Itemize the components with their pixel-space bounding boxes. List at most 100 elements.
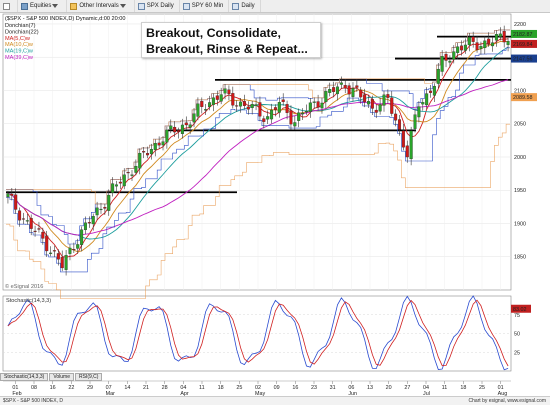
candle-body (498, 33, 502, 37)
price-tag (511, 54, 537, 63)
candle-body (491, 42, 495, 47)
candle-body (460, 45, 464, 51)
chart-title: ($SPX - S&P 500 INDEX,D) Dynamic,d:00 20… (5, 16, 126, 22)
candle-body (444, 53, 448, 61)
candle-body (200, 101, 204, 107)
x-month-label: Jul (423, 391, 430, 397)
candle-body (328, 89, 332, 93)
candle-body (72, 248, 76, 251)
candle-body (223, 88, 227, 94)
tab-stochastic[interactable]: Stochastic(14,3,3) (0, 373, 49, 381)
candle-body (502, 31, 506, 43)
calendar-icon (232, 2, 240, 10)
stochastic-title: Stochastic(14,3,3) (6, 298, 51, 304)
candle-body (107, 194, 111, 211)
x-day-tick-label: 16 (292, 385, 298, 391)
legend-entry: MA(10,C)w (5, 42, 34, 48)
candle-body (471, 36, 475, 42)
x-day-tick-label: 13 (367, 385, 373, 391)
candle-body (273, 107, 277, 110)
candle-body (49, 252, 53, 254)
candle-body (60, 256, 64, 269)
candle-body (157, 142, 161, 146)
candle-body (370, 99, 374, 109)
candle-body (293, 122, 297, 127)
candle-body (188, 124, 192, 128)
candle-body (165, 129, 169, 143)
candle-body (413, 114, 417, 129)
price-y-tick-label: 2000 (514, 155, 526, 161)
candle-body (421, 102, 425, 105)
x-day-tick-label: 09 (274, 385, 280, 391)
candle-body (429, 90, 433, 93)
candle-body (173, 126, 177, 133)
candle-body (463, 44, 467, 51)
candle-body (320, 102, 324, 109)
candle-body (262, 118, 266, 122)
ma39-line (7, 79, 509, 236)
legend-entry: Donchian(22) (5, 29, 39, 35)
candle-body (91, 216, 95, 225)
chevron-down-icon (52, 4, 59, 8)
donchian22-upper (6, 29, 510, 205)
candle-body (45, 235, 49, 252)
toolbar-spx-daily-button[interactable]: SPX Daily (135, 0, 180, 12)
candle-body (355, 85, 359, 88)
candle-body (374, 109, 378, 113)
candle-body (281, 99, 285, 102)
candle-body (118, 181, 122, 184)
candle-body (126, 172, 130, 174)
candle-body (111, 183, 115, 193)
ma5-line (7, 38, 509, 258)
candle-body (394, 113, 398, 121)
tab-rsi[interactable]: RSI(9,C) (75, 373, 103, 381)
toolbar-label: SPX Daily (146, 3, 174, 9)
toolbar-chart-button[interactable] (0, 0, 18, 12)
candle-body (456, 46, 460, 53)
candle-body (142, 151, 146, 153)
candle-body (324, 91, 328, 103)
candle-body (122, 174, 126, 187)
x-day-tick-label: 29 (87, 385, 93, 391)
footer-symbol: $SPX - S&P 500 INDEX, D (3, 398, 63, 404)
candle-body (409, 130, 413, 160)
candle-body (130, 174, 134, 176)
annotation-callout: Breakout, Consolidate, Breakout, Rinse &… (141, 22, 321, 58)
candle-body (479, 46, 483, 49)
status-bar: $SPX - S&P 500 INDEX, D Chart by esignal… (0, 396, 550, 405)
candle-body (10, 193, 14, 196)
candle-body (312, 101, 316, 103)
candle-body (149, 148, 153, 155)
candle-body (29, 218, 33, 229)
candle-body (401, 130, 405, 148)
candle-body (204, 109, 208, 111)
toolbar-label: Daily (241, 3, 255, 9)
price-tag (511, 93, 537, 102)
candle-body (339, 82, 343, 85)
calendar-icon (137, 2, 145, 10)
legend-entry: Donchian(7) (5, 23, 36, 29)
grid-icon (70, 2, 78, 10)
tab-volume[interactable]: Volume (49, 373, 74, 381)
candle-body (227, 89, 231, 95)
copyright-note: © eSignal 2016 (5, 283, 43, 290)
toolbar-other-intervals-button[interactable]: Other Intervals (67, 0, 135, 12)
candle-body (235, 105, 239, 107)
price-tag-label: 2169.84 (513, 42, 533, 48)
candle-body (475, 42, 479, 51)
candle-body (487, 38, 491, 44)
stochastic-k-line (7, 295, 509, 371)
calendar-icon (182, 2, 190, 10)
price-y-tick-label: 1900 (514, 221, 526, 227)
toolbar-label: SPY 60 Min (191, 3, 224, 9)
price-tag (511, 29, 537, 38)
toolbar-spy-60min-button[interactable]: SPY 60 Min (180, 0, 230, 12)
candle-body (161, 141, 165, 146)
toolbar-daily-button[interactable]: Daily (229, 0, 261, 12)
candle-body (270, 109, 274, 120)
candle-body (483, 40, 487, 49)
candle-body (378, 104, 382, 112)
toolbar-equities-button[interactable]: Equities (18, 0, 68, 12)
stochastic-price-tag (511, 304, 531, 313)
footer-credit: Chart by esignal, www.esignal.com (468, 398, 546, 404)
